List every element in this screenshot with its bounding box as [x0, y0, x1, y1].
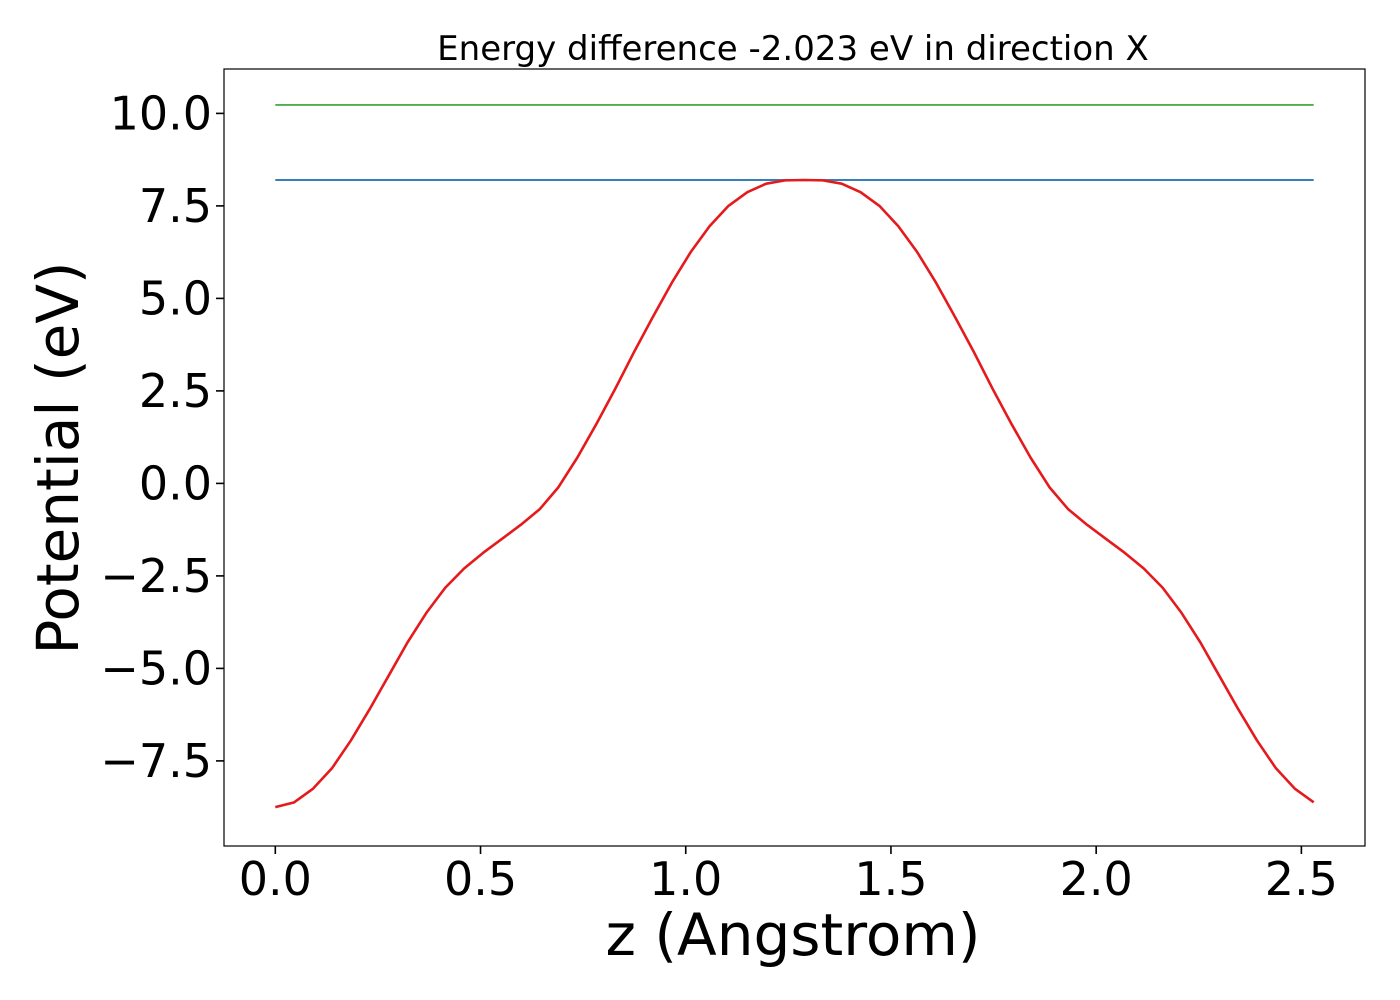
- plot-frame: [223, 68, 1366, 847]
- y-tick-label: 7.5: [139, 179, 212, 233]
- x-tick-label: 1.5: [854, 852, 927, 906]
- y-tick-label: 2.5: [139, 364, 212, 418]
- y-tick-label: −7.5: [100, 734, 212, 788]
- y-tick-label: −2.5: [100, 549, 212, 603]
- x-tick-label: 0.5: [444, 852, 517, 906]
- x-tick-label: 1.0: [649, 852, 722, 906]
- y-tick-label: 10.0: [110, 86, 212, 140]
- x-tick-label: 2.0: [1060, 852, 1133, 906]
- chart-title: Energy difference -2.023 eV in direction…: [437, 29, 1149, 69]
- y-tick-label: −5.0: [100, 641, 212, 695]
- y-tick-label: 0.0: [139, 456, 212, 510]
- series-line-2: [274, 178, 1315, 809]
- plot-area: 0.0 0.5 1.0 1.5 2.0 2.5 −7.5 −5.0 −2.5 0.0 2.5 5.0 7…: [100, 68, 1366, 906]
- y-tick-label: 5.0: [139, 271, 212, 325]
- y-axis-label: Potential (eV): [24, 261, 92, 654]
- x-axis-label: z (Angstrom): [606, 901, 981, 969]
- x-tick-label: 2.5: [1265, 852, 1338, 906]
- x-tick-label: 0.0: [239, 852, 312, 906]
